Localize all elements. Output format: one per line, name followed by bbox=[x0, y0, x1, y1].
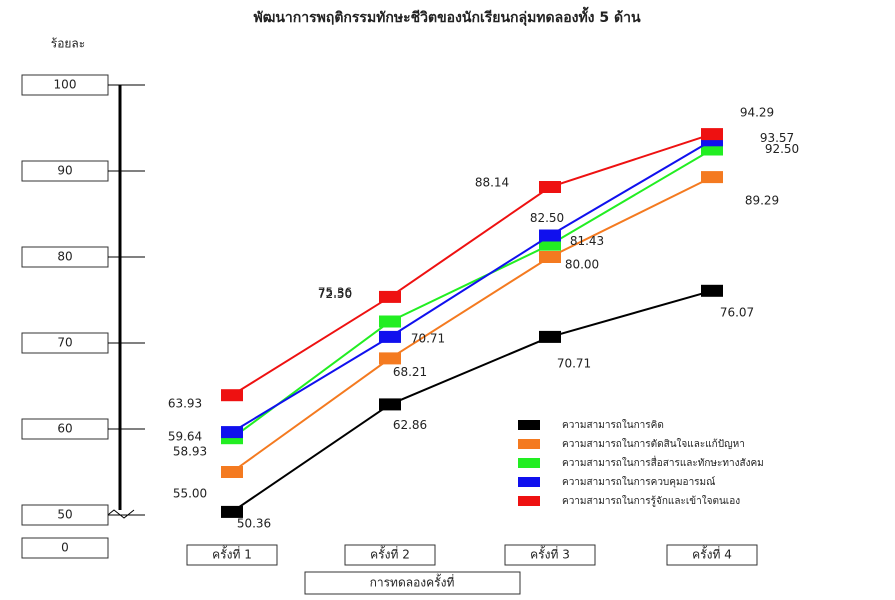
marker bbox=[701, 171, 723, 184]
data-label: 80.00 bbox=[565, 258, 599, 272]
x-label-box bbox=[304, 571, 521, 595]
y-tick-label: 50 bbox=[57, 508, 72, 522]
y-tick-label: 90 bbox=[57, 164, 72, 178]
x-tick-label: ครั้งที่ 3 bbox=[530, 546, 570, 562]
data-label: 88.14 bbox=[475, 175, 509, 189]
legend-label: ความสามารถในการรู้จักและเข้าใจตนเอง bbox=[562, 495, 740, 507]
data-label: 92.50 bbox=[765, 142, 799, 156]
data-label: 63.93 bbox=[168, 397, 202, 411]
x-tick-box bbox=[344, 544, 436, 566]
data-label: 70.71 bbox=[557, 356, 591, 370]
legend-swatch bbox=[518, 439, 540, 449]
marker bbox=[539, 229, 561, 242]
series-line bbox=[231, 139, 713, 433]
data-label: 59.64 bbox=[168, 430, 202, 444]
data-label: 58.93 bbox=[173, 445, 207, 459]
legend-label: ความสามารถในการคิด bbox=[562, 419, 664, 431]
data-label: 94.29 bbox=[740, 106, 774, 120]
x-axis-label: การทดลองครั้งที่ bbox=[370, 574, 455, 590]
legend-label: ความสามารถในการสื่อสารและทักษะทางสังคม bbox=[562, 455, 764, 469]
x-tick-label: ครั้งที่ 4 bbox=[692, 546, 732, 562]
y-tick-label: 60 bbox=[57, 422, 72, 436]
legend-label: ความสามารถในการตัดสินใจและแก้ปัญหา bbox=[562, 438, 745, 450]
marker bbox=[701, 143, 723, 156]
marker bbox=[379, 315, 401, 328]
data-label: 81.43 bbox=[570, 234, 604, 248]
y-tick-label: 80 bbox=[57, 250, 72, 264]
series-line bbox=[231, 133, 713, 397]
data-label: 89.29 bbox=[745, 194, 779, 208]
x-tick-box bbox=[504, 544, 596, 566]
marker bbox=[221, 466, 243, 478]
legend-label: ความสามารถในการควบคุมอารมณ์ bbox=[562, 476, 715, 488]
data-label: 75.36 bbox=[318, 285, 352, 299]
data-label: 93.57 bbox=[760, 131, 794, 145]
y-tick-label: 70 bbox=[57, 336, 72, 350]
marker bbox=[379, 330, 401, 343]
marker bbox=[221, 426, 243, 439]
data-label: 55.00 bbox=[173, 487, 207, 501]
marker bbox=[539, 180, 561, 193]
marker bbox=[539, 330, 561, 343]
x-tick-label: ครั้งที่ 2 bbox=[370, 546, 410, 562]
legend-swatch bbox=[518, 496, 540, 506]
data-label: 72.50 bbox=[318, 287, 352, 301]
legend-swatch bbox=[518, 477, 540, 487]
y-tick-label: 0 bbox=[61, 541, 69, 555]
marker bbox=[701, 284, 723, 297]
x-tick-box bbox=[186, 544, 278, 566]
series-line bbox=[231, 176, 713, 473]
marker bbox=[379, 398, 401, 411]
marker bbox=[221, 389, 243, 402]
marker bbox=[379, 290, 401, 303]
x-tick-box bbox=[666, 544, 758, 566]
series-line bbox=[231, 148, 713, 440]
data-label: 62.86 bbox=[393, 418, 427, 432]
y-axis-label: ร้อยละ bbox=[51, 37, 85, 51]
data-label: 50.36 bbox=[237, 516, 271, 530]
marker bbox=[379, 352, 401, 365]
marker bbox=[539, 238, 561, 251]
x-tick-label: ครั้งที่ 1 bbox=[212, 546, 252, 562]
legend-swatch bbox=[518, 420, 540, 430]
series-line bbox=[231, 289, 713, 513]
legend-swatch bbox=[518, 458, 540, 468]
data-label: 76.07 bbox=[720, 305, 754, 319]
y-tick-box bbox=[21, 537, 109, 559]
data-label: 82.50 bbox=[530, 211, 564, 225]
chart-title: พัฒนาการพฤติกรรมทักษะชีวิตของนักเรียนกลุ… bbox=[253, 6, 640, 26]
marker bbox=[221, 505, 243, 518]
marker bbox=[539, 251, 561, 263]
legend bbox=[505, 415, 805, 510]
data-label: 70.71 bbox=[411, 331, 445, 345]
y-tick-label: 100 bbox=[54, 78, 77, 92]
axis-break bbox=[103, 509, 135, 519]
data-label: 68.21 bbox=[393, 365, 427, 379]
marker bbox=[701, 128, 723, 141]
